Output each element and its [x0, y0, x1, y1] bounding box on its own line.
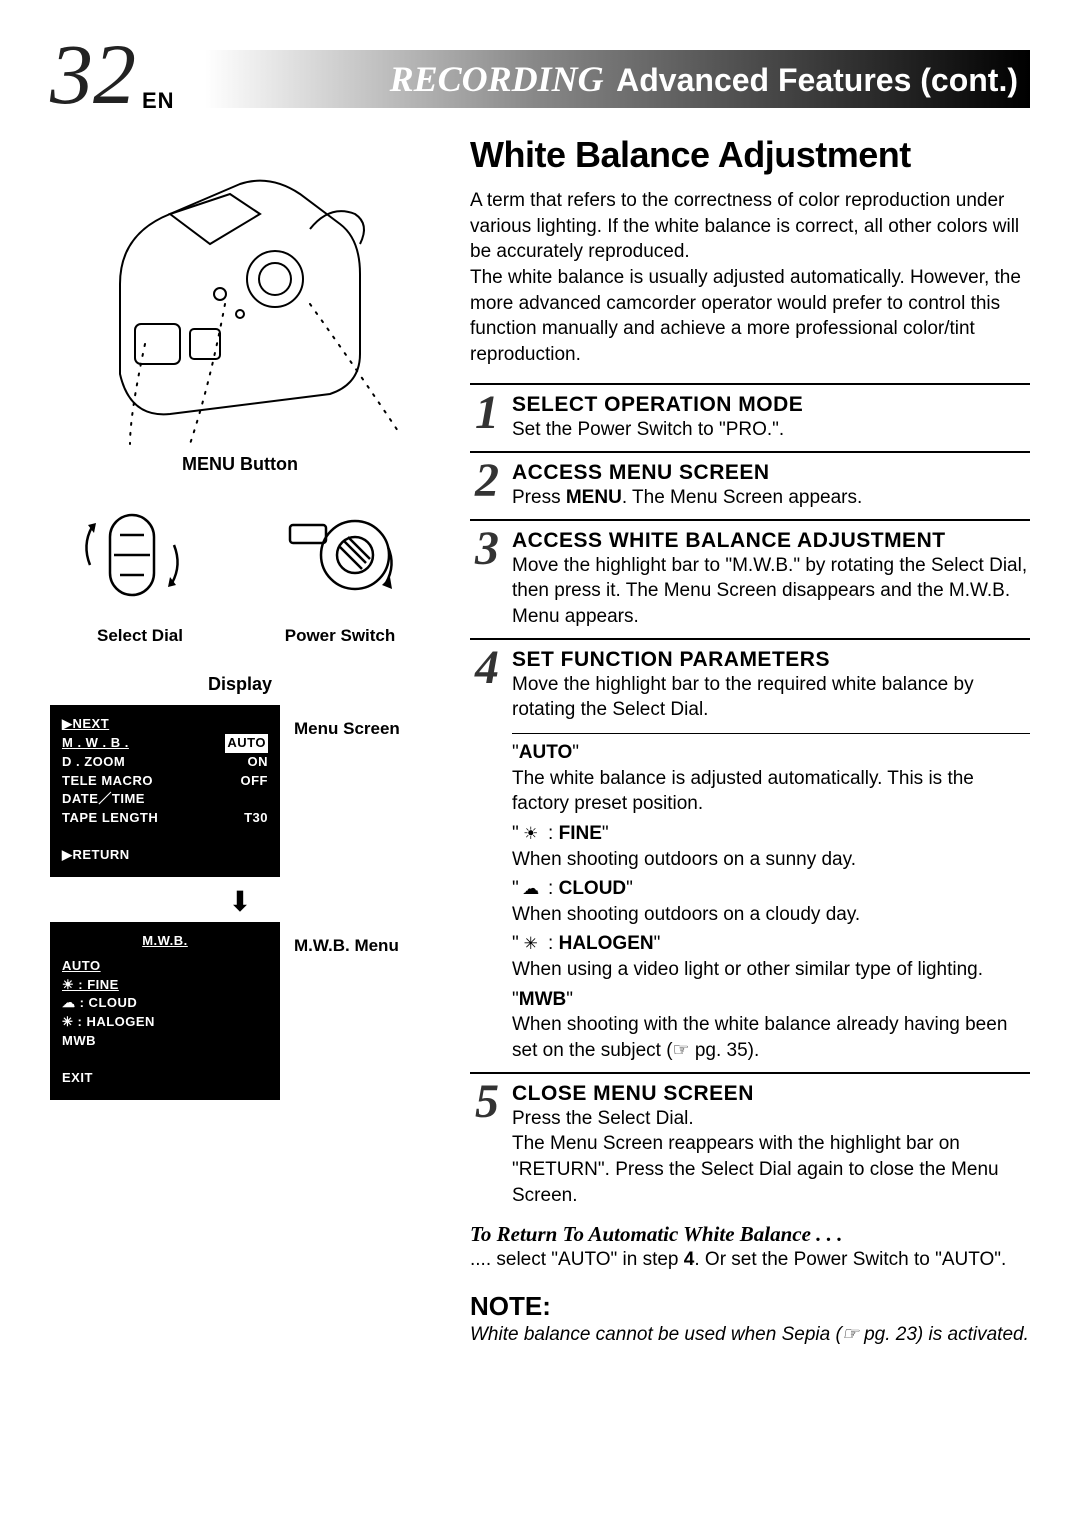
- wb-opt-cloud: "☁ : CLOUD" When shooting outdoors on a …: [512, 876, 1030, 927]
- step-2-text: Press MENU. The Menu Screen appears.: [512, 485, 1030, 511]
- step-2-heading: ACCESS MENU SCREEN: [512, 461, 1030, 485]
- left-column: MENU Button Select Dia: [50, 134, 430, 1348]
- intro-text: A term that refers to the correctness of…: [470, 188, 1030, 367]
- camera-svg: [60, 134, 420, 454]
- wb-opt-halogen: "✳ : HALOGEN" When using a video light o…: [512, 931, 1030, 982]
- step-5-text: Press the Select Dial.The Menu Screen re…: [512, 1106, 1030, 1209]
- step-4-heading: SET FUNCTION PARAMETERS: [512, 648, 1030, 672]
- main-content: MENU Button Select Dia: [50, 134, 1030, 1348]
- step-2-number: 2: [470, 457, 504, 505]
- step-4-text: Move the highlight bar to the required w…: [512, 672, 1030, 723]
- mwb-screen-box: M.W.B. AUTO ☀ : FINE ☁ : CLOUD ✳ : HALOG…: [50, 922, 280, 1100]
- halogen-icon: ✳: [519, 933, 543, 956]
- menu-mwb-label: M . W . B .: [62, 734, 129, 753]
- camera-illustration: [60, 134, 420, 454]
- step-5-number: 5: [470, 1078, 504, 1126]
- step-3: 3 ACCESS WHITE BALANCE ADJUSTMENT Move t…: [470, 525, 1030, 630]
- menu-return: ▶RETURN: [62, 846, 268, 865]
- step-3-number: 3: [470, 525, 504, 573]
- sun-icon: ☀: [519, 823, 543, 846]
- wb-opt-fine: "☀ : FINE" When shooting outdoors on a s…: [512, 821, 1030, 872]
- mwb-mwb: MWB: [62, 1032, 268, 1051]
- page-number: 32: [50, 40, 136, 109]
- step-4-number: 4: [470, 644, 504, 692]
- step-3-heading: ACCESS WHITE BALANCE ADJUSTMENT: [512, 529, 1030, 553]
- menu-screen-box: ▶NEXT M . W . B . AUTO D . ZOOM ON TELE …: [50, 705, 280, 877]
- controls-row: Select Dial Power Swi: [50, 495, 430, 646]
- note-title: NOTE:: [470, 1291, 1030, 1322]
- mwb-halogen: ✳ : HALOGEN: [62, 1013, 268, 1032]
- wb-opt-cloud-desc: When shooting outdoors on a cloudy day.: [512, 904, 860, 925]
- mwb-fine: ☀ : FINE: [62, 977, 119, 992]
- header-banner: RECORDING Advanced Features (cont.): [205, 50, 1030, 108]
- header-recording-text: RECORDING: [390, 59, 604, 99]
- menu-datetime: DATE／TIME: [62, 790, 268, 809]
- mwb-exit: EXIT: [62, 1069, 268, 1088]
- step-3-text: Move the highlight bar to "M.W.B." by ro…: [512, 553, 1030, 630]
- section-title: White Balance Adjustment: [470, 134, 1030, 176]
- header-advanced-text: Advanced Features (cont.): [616, 62, 1018, 98]
- mwb-menu-label: M.W.B. Menu: [294, 936, 399, 956]
- page-language: EN: [142, 88, 175, 114]
- mwb-screen-row: M.W.B. AUTO ☀ : FINE ☁ : CLOUD ✳ : HALOG…: [50, 922, 430, 1100]
- step-2: 2 ACCESS MENU SCREEN Press MENU. The Men…: [470, 457, 1030, 511]
- wb-opt-halogen-desc: When using a video light or other simila…: [512, 959, 983, 980]
- menu-tele-label: TELE MACRO: [62, 772, 153, 791]
- select-dial-label: Select Dial: [65, 626, 215, 646]
- menu-button-label: MENU Button: [50, 454, 430, 475]
- mwb-title: M.W.B.: [62, 932, 268, 951]
- mwb-auto: AUTO: [62, 958, 101, 973]
- menu-dzoom-label: D . ZOOM: [62, 753, 125, 772]
- menu-next: ▶NEXT: [62, 716, 109, 731]
- step-4: 4 SET FUNCTION PARAMETERS Move the highl…: [470, 644, 1030, 723]
- display-heading: Display: [50, 674, 430, 695]
- step-1: 1 SELECT OPERATION MODE Set the Power Sw…: [470, 389, 1030, 443]
- mwb-cloud: ☁ : CLOUD: [62, 994, 268, 1013]
- wb-opt-mwb-desc: When shooting with the white balance alr…: [512, 1014, 1007, 1061]
- wb-opt-auto-desc: The white balance is adjusted automatica…: [512, 768, 974, 815]
- cloud-icon: ☁: [519, 878, 543, 901]
- wb-opt-auto: "AUTO" The white balance is adjusted aut…: [512, 740, 1030, 817]
- power-switch-illustration: Power Switch: [265, 495, 415, 646]
- menu-mwb-value: AUTO: [225, 734, 268, 753]
- menu-screen-row: ▶NEXT M . W . B . AUTO D . ZOOM ON TELE …: [50, 705, 430, 877]
- return-auto-text: .... select "AUTO" in step 4. Or set the…: [494, 1247, 1030, 1273]
- step-1-heading: SELECT OPERATION MODE: [512, 393, 1030, 417]
- wb-opt-fine-desc: When shooting outdoors on a sunny day.: [512, 849, 856, 870]
- select-dial-illustration: Select Dial: [65, 495, 215, 646]
- page-header: 32 EN RECORDING Advanced Features (cont.…: [50, 40, 1030, 114]
- step-1-number: 1: [470, 389, 504, 437]
- right-column: White Balance Adjustment A term that ref…: [470, 134, 1030, 1348]
- menu-tape-value: T30: [244, 809, 268, 828]
- step-5: 5 CLOSE MENU SCREEN Press the Select Dia…: [470, 1078, 1030, 1209]
- menu-tele-value: OFF: [241, 772, 269, 791]
- power-switch-label: Power Switch: [265, 626, 415, 646]
- step-1-text: Set the Power Switch to "PRO.".: [512, 417, 1030, 443]
- step-5-heading: CLOSE MENU SCREEN: [512, 1082, 1030, 1106]
- arrow-down-icon: ⬇: [50, 885, 430, 918]
- note-text: White balance cannot be used when Sepia …: [470, 1322, 1030, 1348]
- menu-screen-label: Menu Screen: [294, 719, 400, 739]
- wb-opt-mwb: "MWB" When shooting with the white balan…: [512, 987, 1030, 1064]
- page-number-value: 32: [50, 26, 136, 122]
- return-auto-title: To Return To Automatic White Balance . .…: [470, 1222, 1030, 1247]
- menu-tape-label: TAPE LENGTH: [62, 809, 158, 828]
- menu-dzoom-value: ON: [248, 753, 269, 772]
